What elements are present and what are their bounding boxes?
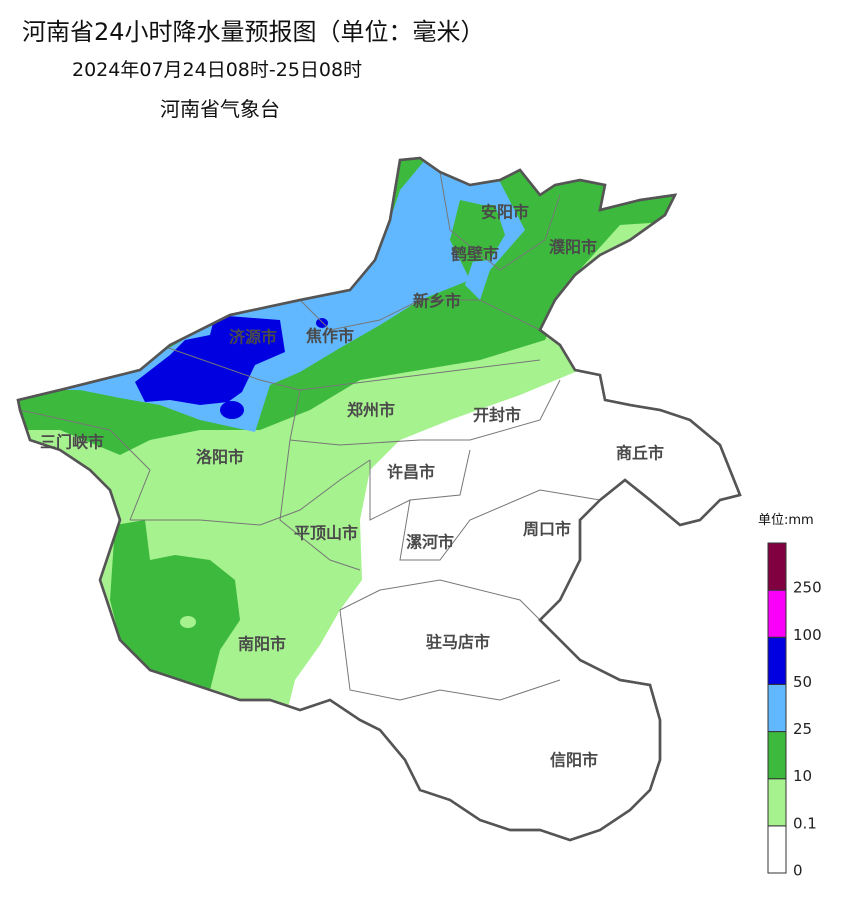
- zone-moderate: [110, 520, 240, 690]
- border: [19, 409, 151, 521]
- legend-label: 25: [793, 720, 812, 738]
- city-label: 洛阳市: [196, 448, 244, 467]
- legend-label: 250: [793, 579, 822, 597]
- border: [399, 489, 601, 561]
- city-label: 鹤壁市: [451, 245, 499, 264]
- city-label: 新乡市: [413, 292, 461, 311]
- legend-unit: 单位:mm: [758, 513, 814, 528]
- border: [299, 299, 541, 331]
- city-label: 商丘市: [616, 444, 664, 463]
- city-label: 濮阳市: [549, 238, 597, 257]
- zone-light: [180, 616, 196, 628]
- city-label: 焦作市: [305, 327, 354, 346]
- legend-label: 50: [793, 673, 812, 691]
- legend-swatch: [767, 825, 787, 874]
- legend-label: 10: [793, 767, 812, 785]
- city-label: 周口市: [523, 520, 571, 539]
- city-borders: [19, 171, 601, 701]
- subtitle: 2024年07月24日08时-25日08时: [72, 59, 362, 81]
- border: [299, 359, 541, 391]
- city-label: 漯河市: [406, 533, 454, 552]
- legend-swatch: [767, 683, 787, 733]
- city-label: 许昌市: [387, 463, 435, 482]
- city-label: 济源市: [229, 328, 277, 347]
- province-outline: [16, 156, 742, 842]
- city-label: 南阳市: [238, 635, 286, 654]
- city-label: 三门峡市: [40, 433, 104, 452]
- legend-swatch: [767, 731, 787, 780]
- zone-rainstorm: [135, 315, 285, 405]
- issuer: 河南省气象台: [160, 97, 280, 121]
- border: [130, 459, 371, 526]
- city-label: 安阳市: [481, 203, 529, 222]
- title: 河南省24小时降水量预报图（单位：毫米）: [22, 18, 485, 46]
- legend-swatch: [767, 636, 787, 685]
- city-label: 开封市: [473, 406, 521, 425]
- border: [339, 609, 561, 701]
- legend-swatch: [767, 542, 787, 591]
- legend-label: 0: [793, 862, 803, 880]
- legend: 0 0.1 10 25 50 100 250: [767, 542, 822, 880]
- zone-rainstorm: [220, 401, 244, 419]
- border: [289, 379, 561, 446]
- legend-swatch: [767, 589, 787, 638]
- city-label: 驻马店市: [426, 633, 490, 652]
- city-label: 信阳市: [550, 751, 598, 770]
- city-label: 郑州市: [347, 401, 395, 420]
- legend-swatch: [767, 778, 787, 827]
- border: [339, 579, 541, 621]
- legend-label: 100: [793, 626, 822, 644]
- city-label: 平顶山市: [294, 524, 358, 543]
- border: [439, 171, 561, 271]
- zone-moderate: [455, 205, 505, 262]
- legend-label: 0.1: [793, 814, 817, 832]
